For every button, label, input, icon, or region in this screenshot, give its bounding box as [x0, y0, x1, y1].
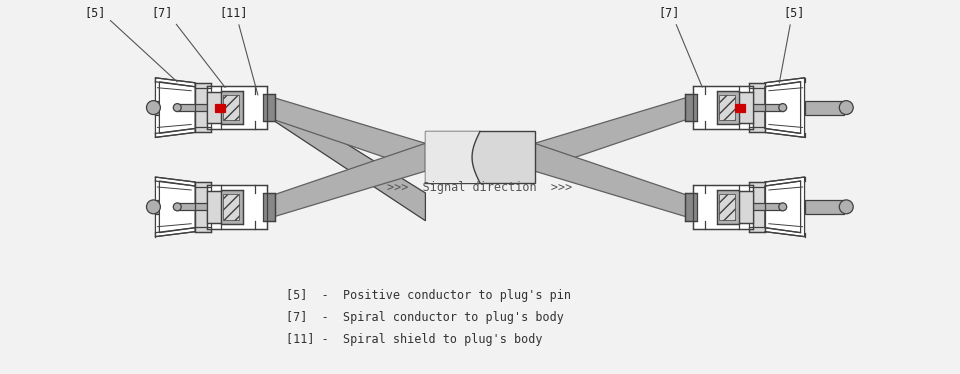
- Text: [7]: [7]: [152, 6, 226, 88]
- Text: [7]: [7]: [658, 6, 703, 87]
- Bar: [156, 101, 195, 114]
- Bar: [223, 95, 239, 120]
- Bar: [717, 91, 739, 125]
- Bar: [717, 190, 739, 224]
- Bar: [263, 94, 275, 122]
- Bar: [263, 193, 275, 221]
- Polygon shape: [425, 131, 480, 183]
- Bar: [425, 131, 535, 183]
- Text: [5]  -  Positive conductor to plug's pin: [5] - Positive conductor to plug's pin: [286, 289, 571, 302]
- Bar: [693, 86, 753, 129]
- Circle shape: [839, 200, 853, 214]
- Polygon shape: [765, 181, 801, 233]
- Bar: [751, 203, 782, 210]
- Bar: [719, 194, 735, 220]
- Polygon shape: [156, 78, 195, 137]
- Text: [5]: [5]: [780, 6, 804, 83]
- Polygon shape: [159, 82, 195, 134]
- Bar: [221, 190, 243, 224]
- Circle shape: [779, 203, 786, 211]
- Polygon shape: [271, 96, 425, 221]
- Polygon shape: [535, 143, 689, 218]
- Bar: [685, 193, 697, 221]
- Bar: [156, 200, 195, 214]
- Polygon shape: [271, 96, 425, 171]
- Circle shape: [174, 203, 181, 211]
- Polygon shape: [765, 78, 804, 137]
- Bar: [195, 182, 211, 232]
- Circle shape: [147, 200, 160, 214]
- Polygon shape: [159, 181, 195, 233]
- Bar: [207, 92, 221, 123]
- Bar: [685, 94, 697, 122]
- Bar: [739, 92, 753, 123]
- Text: [5]: [5]: [84, 6, 178, 82]
- Text: [11] -  Spiral shield to plug's body: [11] - Spiral shield to plug's body: [286, 333, 543, 346]
- Bar: [719, 95, 735, 120]
- Text: >>>  Signal direction  >>>: >>> Signal direction >>>: [388, 181, 572, 193]
- Circle shape: [839, 101, 853, 114]
- Bar: [207, 185, 267, 229]
- Circle shape: [147, 101, 160, 114]
- Bar: [735, 104, 745, 111]
- Bar: [178, 104, 209, 111]
- Bar: [693, 185, 753, 229]
- Text: [7]  -  Spiral conductor to plug's body: [7] - Spiral conductor to plug's body: [286, 311, 564, 324]
- Bar: [207, 191, 221, 223]
- Bar: [749, 182, 765, 232]
- Bar: [207, 86, 267, 129]
- Polygon shape: [271, 143, 425, 218]
- Bar: [178, 203, 209, 210]
- Polygon shape: [156, 177, 195, 237]
- Bar: [804, 200, 844, 214]
- Polygon shape: [535, 96, 689, 171]
- Bar: [751, 104, 782, 111]
- Circle shape: [779, 104, 786, 111]
- Circle shape: [174, 104, 181, 111]
- Bar: [804, 101, 844, 114]
- Polygon shape: [765, 177, 804, 237]
- Bar: [739, 191, 753, 223]
- Text: [11]: [11]: [220, 6, 258, 95]
- Bar: [195, 83, 211, 132]
- Polygon shape: [765, 82, 801, 134]
- Bar: [221, 91, 243, 125]
- Bar: [215, 104, 225, 111]
- Bar: [749, 83, 765, 132]
- Bar: [223, 194, 239, 220]
